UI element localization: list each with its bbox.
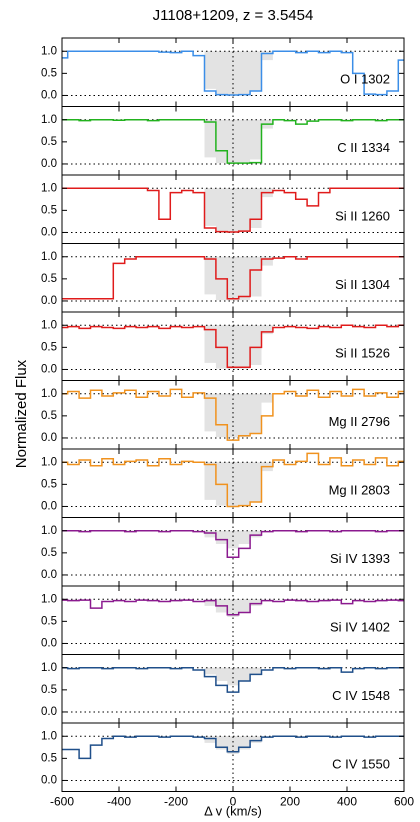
y-tick-label: 0.5 — [41, 410, 57, 422]
model-shade — [62, 256, 404, 301]
y-tick-label: 0.5 — [41, 478, 57, 490]
y-tick-label: 0.5 — [41, 136, 57, 148]
model-shade — [62, 51, 404, 96]
spectrum — [62, 599, 404, 616]
spectrum — [62, 667, 404, 693]
spectrum — [62, 324, 404, 368]
panel-label: C IV 1550 — [332, 756, 390, 771]
spectrum — [62, 50, 404, 96]
y-tick-label: 0.5 — [41, 67, 57, 79]
spectrum — [62, 187, 404, 233]
panel-label: Mg II 2796 — [329, 414, 390, 429]
y-tick-label: 1.0 — [41, 593, 57, 605]
x-axis-label: Δ v (km/s) — [204, 803, 262, 818]
y-tick-label: 0.0 — [41, 637, 57, 649]
panel-label: O I 1302 — [340, 71, 390, 86]
model-shade — [62, 325, 404, 370]
y-tick-label: 0.0 — [41, 500, 57, 512]
model-shade — [62, 393, 404, 438]
spectrum — [62, 530, 404, 559]
x-tick-label: 400 — [337, 795, 357, 809]
y-tick-label: 0.5 — [41, 204, 57, 216]
y-tick-label: 0.0 — [41, 774, 57, 786]
y-tick-label: 0.0 — [41, 432, 57, 444]
model-shade — [62, 667, 404, 686]
y-tick-label: 1.0 — [41, 251, 57, 263]
y-tick-label: 0.5 — [41, 615, 57, 627]
spectrum — [62, 735, 404, 760]
y-tick-label: 0.0 — [41, 706, 57, 718]
x-tick-label: -200 — [164, 795, 188, 809]
y-tick-label: 1.0 — [41, 182, 57, 194]
y-tick-label: 0.5 — [41, 273, 57, 285]
y-tick-label: 0.5 — [41, 341, 57, 353]
y-axis-label: Normalized Flux — [13, 359, 30, 468]
panel-label: Si II 1260 — [335, 208, 390, 223]
y-tick-label: 0.0 — [41, 295, 57, 307]
y-tick-label: 1.0 — [41, 662, 57, 674]
spectrum — [62, 388, 404, 441]
y-tick-label: 1.0 — [41, 319, 57, 331]
model-shade — [62, 188, 404, 233]
y-tick-label: 1.0 — [41, 730, 57, 742]
panel-label: Mg II 2803 — [329, 482, 390, 497]
model-shade — [62, 599, 404, 617]
y-tick-label: 0.5 — [41, 547, 57, 559]
chart-title: J1108+1209, z = 3.5454 — [153, 7, 314, 24]
y-tick-label: 0.0 — [41, 226, 57, 238]
y-tick-label: 0.0 — [41, 89, 57, 101]
model-shade — [62, 462, 404, 507]
panel-label: Si II 1304 — [335, 277, 390, 292]
spectrum — [62, 119, 404, 164]
y-tick-label: 1.0 — [41, 45, 57, 57]
y-tick-label: 0.0 — [41, 569, 57, 581]
y-tick-label: 1.0 — [41, 525, 57, 537]
x-tick-label: 0 — [230, 795, 237, 809]
panel-label: Si IV 1402 — [330, 619, 390, 634]
panel-label: Si IV 1393 — [330, 551, 390, 566]
model-shade — [62, 736, 404, 754]
y-tick-label: 0.0 — [41, 363, 57, 375]
panel-label: C IV 1548 — [332, 688, 390, 703]
spectrum — [62, 256, 404, 300]
x-tick-label: 600 — [394, 795, 414, 809]
model-shade — [62, 119, 404, 164]
x-tick-label: -400 — [107, 795, 131, 809]
y-tick-label: 1.0 — [41, 114, 57, 126]
y-tick-label: 0.5 — [41, 684, 57, 696]
x-tick-label: 200 — [280, 795, 300, 809]
y-tick-label: 0.5 — [41, 752, 57, 764]
panel-label: Si II 1526 — [335, 345, 390, 360]
y-tick-label: 1.0 — [41, 456, 57, 468]
model-shade — [62, 530, 404, 549]
spectrum — [62, 452, 404, 508]
x-tick-label: -600 — [50, 795, 74, 809]
panel-label: C II 1334 — [337, 140, 390, 155]
y-tick-label: 0.0 — [41, 158, 57, 170]
y-tick-label: 1.0 — [41, 388, 57, 400]
